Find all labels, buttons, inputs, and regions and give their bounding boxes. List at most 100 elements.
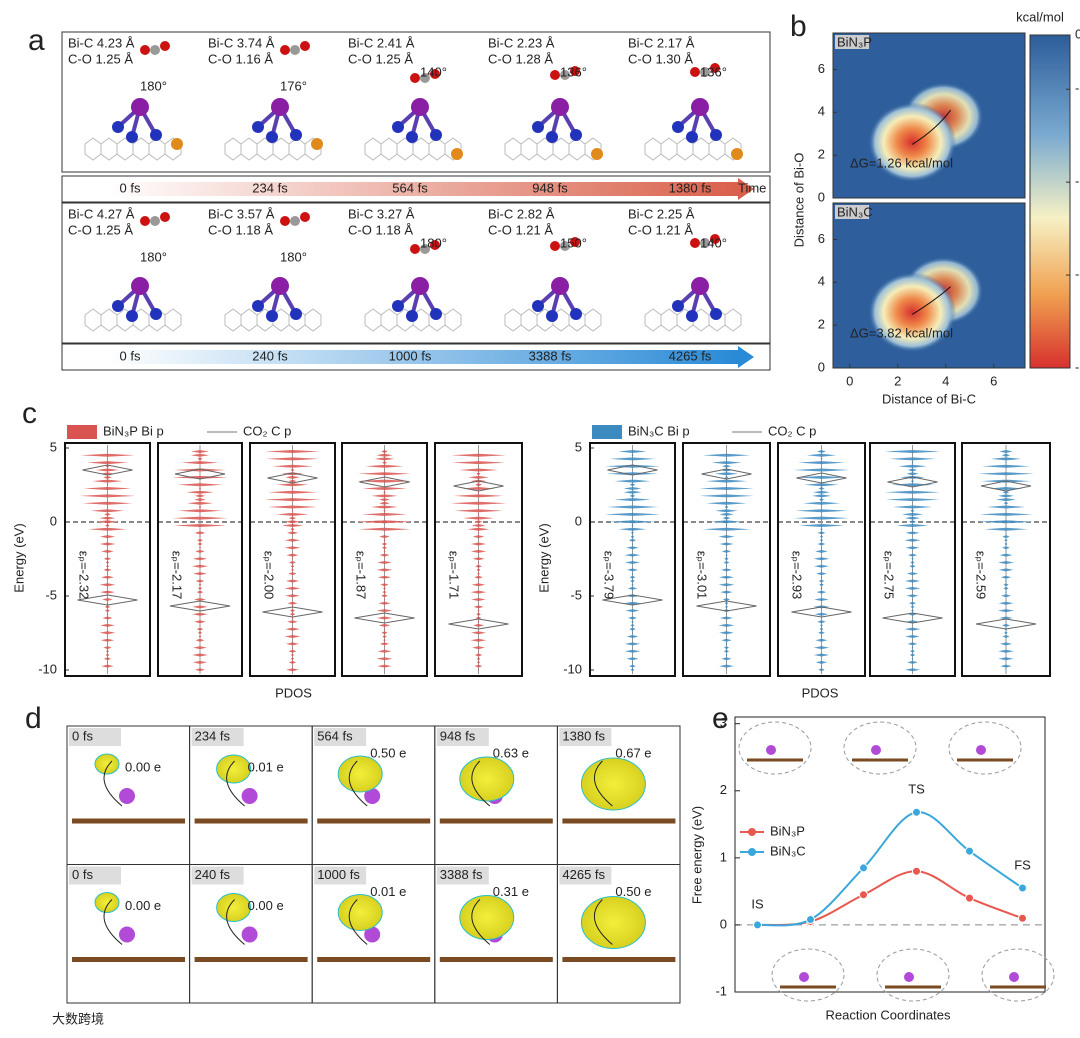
point [1018, 913, 1027, 923]
graphene [584, 308, 602, 332]
colorbar-tick-label: 0 [1075, 26, 1080, 41]
charge-label: 0.50 e [615, 884, 651, 899]
x-tick-label: 0 [846, 373, 853, 388]
transfer-arrow [226, 899, 245, 945]
charge-density [459, 756, 515, 802]
n-atom [672, 300, 684, 312]
charge-density [580, 896, 646, 949]
inset [981, 948, 1055, 1002]
point [1018, 883, 1027, 893]
bond-length: C-O 1.21 Å [628, 222, 693, 237]
watermark: 大数跨境 [52, 1011, 104, 1026]
co2-atom [300, 41, 310, 51]
y-tick-label: 0 [720, 916, 727, 931]
bi-atom [271, 277, 289, 295]
bi-atom [271, 98, 289, 116]
n-atom [710, 129, 722, 141]
p-atom [171, 138, 183, 150]
time-label: 240 fs [195, 867, 231, 882]
pdos-box [589, 442, 676, 677]
co2-atom [550, 241, 560, 251]
graphene [100, 137, 118, 161]
n-atom [290, 308, 302, 320]
band-center: εₚ=-2.75 [882, 551, 897, 600]
y-tick-label: 2 [818, 147, 825, 162]
graphene [164, 308, 182, 332]
inset [843, 721, 917, 775]
bond-length: Bi-C 3.27 Å [348, 206, 415, 221]
time-label: 1000 fs [317, 867, 360, 882]
bi-atom [119, 926, 135, 943]
bi-atom [131, 98, 149, 116]
reaction-path [911, 109, 952, 145]
colorbar-tick-label: -21 [1075, 81, 1080, 96]
inset-atom [871, 745, 881, 755]
map-annotation: ΔG=1.26 kcal/mol [850, 155, 953, 170]
band-center: εₚ=-3.79 [602, 551, 617, 600]
n-atom [126, 310, 138, 322]
transfer-arrow [103, 899, 123, 945]
graphene [164, 137, 182, 161]
co2-atom [690, 67, 700, 77]
time-tag [436, 866, 489, 885]
y-tick-label: 5 [575, 439, 582, 454]
time-label: 240 fs [252, 348, 288, 363]
time-tag [559, 728, 612, 746]
time-label: 948 fs [440, 728, 476, 743]
charge-label: 0.01 e [370, 884, 406, 899]
time-tag [69, 866, 121, 885]
time-tag [191, 728, 244, 746]
co2-pdos [359, 476, 410, 488]
frame-box [61, 31, 771, 173]
n-atom [546, 310, 558, 322]
y-tick-label: -5 [570, 587, 582, 602]
graphene [100, 308, 118, 332]
co2-atom [560, 241, 570, 251]
graphene [364, 308, 382, 332]
series-line [757, 870, 1023, 926]
graphene [224, 308, 242, 332]
co2-pdos [887, 476, 938, 488]
co2-atom [710, 63, 720, 73]
bond-angle: 136° [560, 64, 587, 79]
pdos-box [64, 442, 151, 677]
co2-pdos [453, 480, 504, 492]
transfer-arrow [103, 760, 123, 807]
y-tick-label: 0 [575, 513, 582, 528]
pdos-box [682, 442, 771, 677]
panel-label: a [28, 24, 45, 57]
co2-pdos [882, 612, 943, 624]
time-tag [69, 728, 121, 746]
legend-label: BiN₃P [770, 823, 805, 838]
inset-atom [976, 745, 986, 755]
x-axis-label: Reaction Coordinates [825, 1007, 951, 1022]
bi-atom [131, 277, 149, 295]
graphene [504, 308, 522, 332]
band-center: εₚ=-1.87 [354, 551, 369, 600]
bond-length: Bi-C 4.23 Å [68, 35, 135, 50]
point [912, 807, 921, 817]
time-tag [191, 866, 244, 885]
y-tick-label: 0 [818, 359, 825, 374]
inset-atom [904, 972, 914, 982]
n-atom [252, 121, 264, 133]
x-tick-label: 4 [942, 373, 949, 388]
co2-atom [160, 41, 170, 51]
time-box [61, 175, 771, 203]
legend-label: CO₂ C p [768, 423, 816, 438]
transfer-arrow [593, 899, 613, 945]
bond-length: Bi-C 2.41 Å [348, 35, 415, 50]
x-axis-label: PDOS [802, 685, 839, 700]
time-arrow [738, 346, 754, 368]
band-center: εₚ=-1.71 [447, 551, 462, 600]
time-tag [314, 728, 367, 746]
bond-angle: 180° [280, 249, 307, 264]
co2-pdos [262, 606, 323, 618]
n-atom [532, 300, 544, 312]
n-atom [112, 121, 124, 133]
time-label: 1380 fs [562, 728, 605, 743]
co2-atom [410, 73, 420, 83]
pdos-box [434, 442, 523, 677]
time-label: 3388 fs [529, 348, 572, 363]
n-atom [570, 129, 582, 141]
